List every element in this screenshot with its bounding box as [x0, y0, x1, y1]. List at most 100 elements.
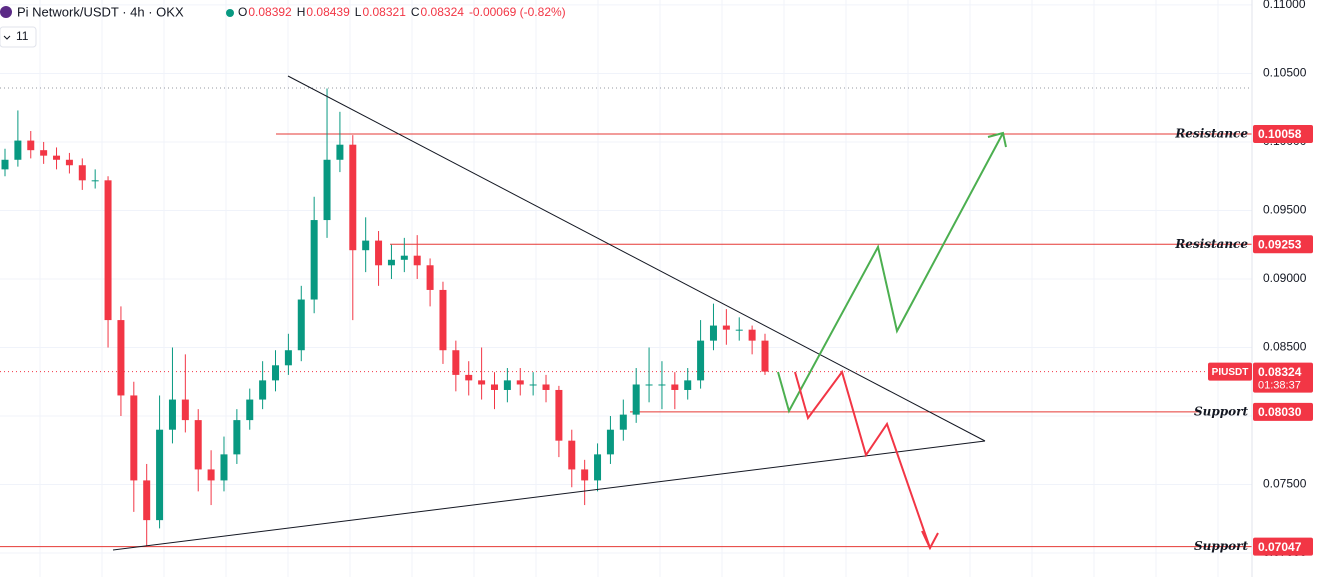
candle-body: [465, 374, 473, 381]
candle-body: [426, 265, 434, 290]
quote-label: O: [238, 5, 247, 19]
quote-label: C: [411, 5, 420, 19]
level-name: Support: [1194, 539, 1248, 553]
candle-body: [14, 140, 22, 160]
candle-body: [78, 165, 86, 181]
candle-body: [130, 395, 138, 481]
candle-body: [349, 144, 357, 251]
quote-label: L: [355, 5, 362, 19]
candle-body: [387, 259, 395, 266]
candle-body: [310, 220, 318, 300]
symbol-title: Pi Network/USDT · 4h · OKX: [17, 4, 184, 19]
candle-body: [619, 414, 627, 430]
candle-body: [709, 325, 717, 341]
symbol-label: PIUSDT: [1212, 367, 1249, 378]
quote: O 0.08392 H 0.08439 L 0.08321 C 0.08324 -0.00069…: [238, 5, 566, 19]
candle-body: [323, 159, 331, 221]
candle-body: [104, 180, 112, 321]
header: Pi Network/USDT · 4h · OKX O 0.08392 H 0.08…: [0, 4, 566, 48]
candle-body: [143, 480, 151, 521]
candle-body: [375, 240, 383, 266]
candle-body: [91, 180, 99, 182]
time-grid: [39, 0, 1219, 577]
price-axis: [1253, 0, 1328, 577]
trendline-upper: [287, 75, 986, 442]
countdown: 01:38:37: [1258, 380, 1301, 392]
level-price-box: [1253, 537, 1313, 556]
candle-body: [748, 329, 756, 341]
chevron: [3, 35, 11, 40]
level-labels: Resistance 0.10058 Resistance 0.09253 Suppor…: [1174, 125, 1313, 556]
candle-body: [168, 399, 176, 430]
candle-body: [490, 384, 498, 390]
level-price-box: [1253, 402, 1313, 421]
candle-body: [722, 325, 730, 330]
candle-body: [658, 384, 666, 386]
y-tick-label: 0.08500: [1263, 340, 1307, 354]
candle-body: [117, 320, 125, 396]
candle-body: [529, 384, 537, 386]
candle-body: [645, 384, 653, 386]
candle-body: [233, 420, 241, 455]
candle-body: [1, 159, 9, 170]
candle-body: [542, 384, 550, 390]
level-price: 0.09253: [1258, 237, 1302, 251]
y-tick-label: 0.07500: [1263, 477, 1307, 491]
candle-body: [503, 380, 511, 390]
candle-body: [594, 454, 602, 481]
candle-body: [297, 299, 305, 351]
candle-body: [362, 240, 370, 251]
quote-value: 0.08439: [306, 5, 350, 19]
candle-body: [272, 365, 280, 381]
candle-body: [761, 340, 769, 372]
quote-change: -0.00069 (-0.82%): [469, 5, 566, 19]
candle-body: [697, 340, 705, 381]
candle-body: [516, 380, 524, 385]
last-price-box: [1253, 362, 1313, 393]
y-tick-label: 0.09500: [1263, 203, 1307, 217]
level-name: Resistance: [1174, 127, 1248, 141]
level-price: 0.07047: [1258, 540, 1302, 554]
candle-body: [40, 150, 48, 156]
candle-body: [207, 469, 215, 481]
level-price: 0.08030: [1258, 405, 1302, 419]
bear-projection: [794, 369, 931, 549]
levels: [0, 133, 1252, 548]
symbol-logo: [0, 6, 12, 18]
candle-body: [246, 399, 254, 421]
candle-body: [156, 429, 164, 521]
level-name: Resistance: [1174, 237, 1248, 251]
level-name: Support: [1194, 404, 1248, 418]
quote-label: H: [297, 5, 306, 19]
candle-body: [194, 420, 202, 470]
quote-value: 0.08324: [421, 5, 465, 19]
candles: [1, 88, 769, 547]
candle-body: [735, 329, 743, 331]
level-price: 0.10058: [1258, 127, 1302, 141]
y-tick-label: 0.09000: [1263, 271, 1307, 285]
candle-body: [181, 399, 189, 421]
candle-body: [684, 380, 692, 390]
candle-body: [452, 350, 460, 375]
candle-body: [259, 380, 267, 400]
candle-body: [478, 380, 486, 385]
indicator-count: 11: [16, 29, 29, 43]
last-price: 0.08324: [1258, 365, 1302, 379]
candle-body: [220, 454, 228, 481]
candle-body: [606, 429, 614, 455]
status-dot: [226, 9, 234, 17]
bull-arrowhead: [987, 131, 1007, 148]
bull-projection: [777, 132, 1004, 414]
candle-body: [581, 469, 589, 481]
trendline-lower: [112, 440, 986, 551]
indicator-toggle[interactable]: [0, 26, 37, 48]
y-tick-label: 0.11000: [1263, 0, 1306, 11]
candle-body: [555, 389, 563, 441]
candle-body: [413, 255, 421, 266]
quote-value: 0.08321: [362, 5, 406, 19]
candle-body: [284, 350, 292, 366]
level-price-box: [1253, 235, 1313, 254]
candle-body: [568, 440, 576, 470]
